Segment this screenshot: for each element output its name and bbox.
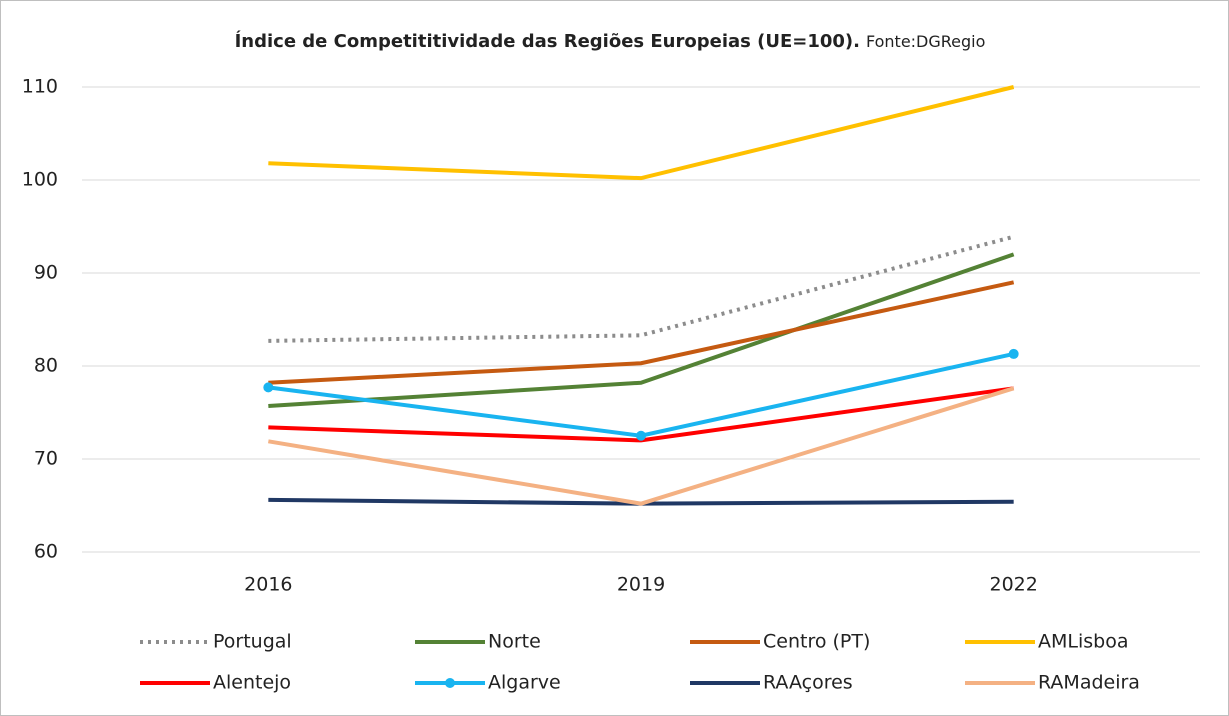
x-tick-label: 2019 bbox=[617, 574, 665, 596]
series-line bbox=[268, 85, 1015, 181]
chart-title-group: Índice de Competititividade das Regiões … bbox=[235, 30, 986, 52]
x-tick-label: 2016 bbox=[244, 574, 292, 596]
legend-label: Norte bbox=[488, 631, 541, 653]
legend-label: AMLisboa bbox=[1038, 631, 1128, 653]
series-marker bbox=[1008, 348, 1019, 359]
y-tick-label: 70 bbox=[34, 448, 58, 470]
legend-label: RAAçores bbox=[763, 672, 853, 694]
y-tick-label: 80 bbox=[34, 355, 58, 377]
series-line bbox=[268, 252, 1015, 408]
series-marker bbox=[636, 430, 646, 441]
y-tick-label: 110 bbox=[22, 76, 58, 98]
x-tick-label: 2022 bbox=[989, 574, 1037, 596]
chart-title: Índice de Competititividade das Regiões … bbox=[235, 30, 860, 52]
legend-label: Portugal bbox=[213, 631, 292, 653]
legend-label: Algarve bbox=[488, 672, 561, 694]
y-tick-label: 90 bbox=[34, 262, 58, 284]
chart-source: Fonte:DGRegio bbox=[866, 32, 985, 51]
series-line bbox=[268, 280, 1015, 385]
series-line bbox=[268, 386, 1015, 506]
series-marker bbox=[263, 382, 274, 393]
legend-label: Centro (PT) bbox=[763, 631, 870, 653]
y-tick-label: 60 bbox=[34, 541, 58, 563]
legend-label: RAMadeira bbox=[1038, 672, 1140, 694]
legend-label: Alentejo bbox=[213, 672, 291, 694]
y-tick-label: 100 bbox=[22, 169, 58, 191]
legend-marker bbox=[445, 678, 455, 688]
